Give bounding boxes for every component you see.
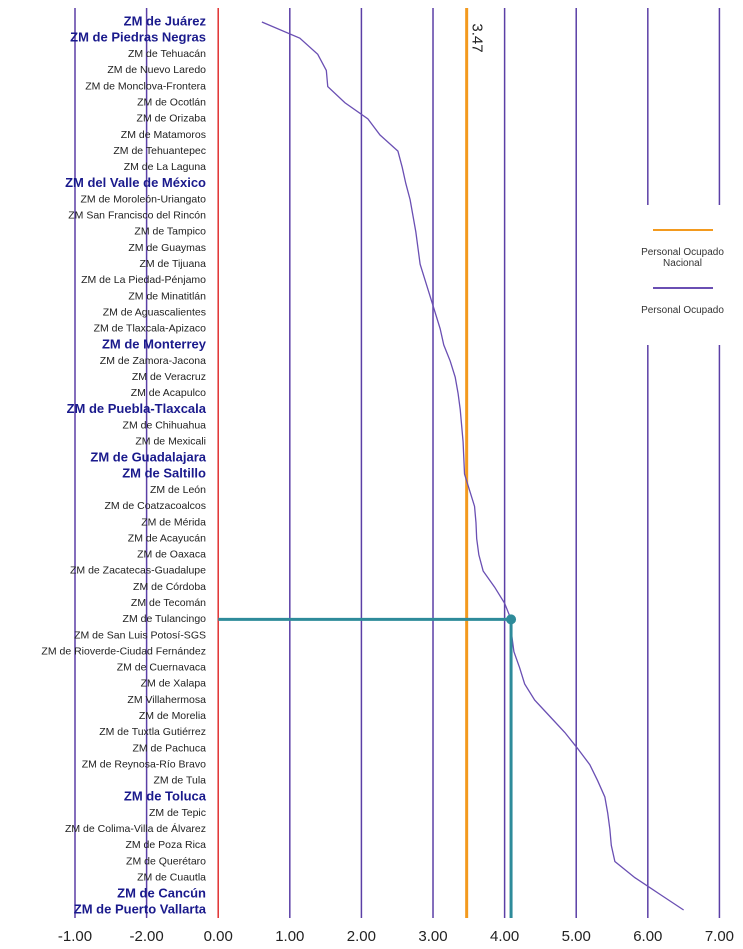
- y-tick-label: ZM de Poza Rica: [125, 839, 206, 851]
- y-tick-label: ZM de La Piedad-Pénjamo: [81, 274, 206, 286]
- y-tick-label: ZM de Zamora-Jacona: [100, 355, 206, 367]
- x-tick-label: 7.00: [705, 928, 734, 945]
- y-tick-label: ZM de Colima-Villa de Álvarez: [65, 822, 206, 835]
- y-tick-label: ZM de Cuernavaca: [117, 662, 206, 674]
- y-tick-label: ZM de Ocotlán: [137, 97, 206, 109]
- y-tick-label: ZM de Xalapa: [141, 678, 207, 690]
- y-tick-label: ZM de Tijuana: [139, 258, 206, 270]
- y-tick-label: ZM de Córdoba: [133, 581, 206, 593]
- y-tick-label: ZM de Moroleón-Uriangato: [81, 193, 207, 205]
- y-tick-label: ZM de Mexicali: [135, 436, 206, 448]
- y-tick-label: ZM de Guaymas: [128, 242, 206, 254]
- x-tick-label: 0.00: [204, 928, 233, 945]
- y-tick-label: ZM de Coatzacoalcos: [104, 500, 206, 512]
- y-tick-label: ZM de La Laguna: [124, 161, 206, 173]
- reference-label: 3.47: [469, 23, 486, 52]
- y-tick-label: ZM de Juárez: [124, 13, 207, 28]
- y-tick-label: ZM de Nuevo Laredo: [107, 64, 206, 76]
- y-tick-label: ZM de Morelia: [139, 710, 206, 722]
- y-tick-label: ZM de Acayucán: [128, 532, 206, 544]
- y-tick-label: ZM de Tehuantepec: [113, 145, 206, 157]
- legend-swatch: [652, 287, 713, 289]
- selected-point: [506, 614, 517, 625]
- y-tick-label: ZM de León: [150, 484, 206, 496]
- y-tick-label: ZM de Pachuca: [132, 742, 206, 754]
- x-tick-label: 3.00: [418, 928, 447, 945]
- y-tick-label: ZM de Rioverde-Ciudad Fernández: [41, 645, 206, 657]
- x-tick-label: 6.00: [633, 928, 662, 945]
- legend-label: Personal Ocupado Nacional: [641, 247, 724, 269]
- y-tick-label: ZM de Orizaba: [137, 113, 207, 125]
- x-tick-label: 5.00: [562, 928, 591, 945]
- y-tick-label: ZM de Puerto Vallarta: [74, 901, 207, 916]
- x-tick-label: -1.00: [58, 928, 92, 945]
- y-tick-label: ZM de Toluca: [124, 788, 207, 803]
- series-line: [261, 21, 684, 911]
- y-tick-label: ZM de Monterrey: [102, 336, 207, 351]
- y-tick-label: ZM de Tehuacán: [128, 48, 206, 60]
- y-tick-label: ZM San Francisco del Rincón: [68, 210, 206, 222]
- y-tick-label: ZM de Veracruz: [132, 371, 206, 383]
- y-tick-label: ZM de Puebla-Tlaxcala: [67, 401, 207, 416]
- y-tick-label: ZM de Minatitlán: [128, 290, 206, 302]
- y-tick-label: ZM de Tuxtla Gutiérrez: [99, 726, 206, 738]
- y-tick-label: ZM de San Luis Potosí-SGS: [74, 629, 206, 641]
- legend-label: Personal Ocupado: [641, 305, 724, 316]
- y-tick-label: ZM de Zacatecas-Guadalupe: [70, 565, 206, 577]
- legend: Personal Ocupado Nacional Personal Ocupa…: [622, 205, 743, 345]
- y-tick-label: ZM de Monclova-Frontera: [85, 80, 206, 92]
- x-tick-label: 4.00: [490, 928, 519, 945]
- y-tick-label: ZM de Mérida: [141, 516, 206, 528]
- y-tick-label: ZM de Reynosa-Río Bravo: [82, 758, 206, 770]
- x-tick-label: 1.00: [275, 928, 304, 945]
- y-tick-label: ZM del Valle de México: [65, 175, 206, 190]
- y-tick-label: ZM de Tampico: [134, 226, 206, 238]
- x-tick-label: 2.00: [347, 928, 376, 945]
- y-tick-label: ZM de Chihuahua: [123, 419, 207, 431]
- x-tick-label: -2.00: [130, 928, 164, 945]
- y-tick-label: ZM de Saltillo: [122, 466, 206, 481]
- y-tick-label: ZM de Aguascalientes: [103, 306, 206, 318]
- y-tick-label: ZM Villahermosa: [127, 694, 206, 706]
- y-tick-label: ZM de Piedras Negras: [70, 30, 206, 45]
- y-tick-label: ZM de Oaxaca: [137, 549, 206, 561]
- y-tick-label: ZM de Tlaxcala-Apizaco: [94, 323, 207, 335]
- y-tick-label: ZM de Matamoros: [121, 129, 206, 141]
- y-tick-label: ZM de Guadalajara: [90, 449, 206, 464]
- y-tick-label: ZM de Cuautla: [137, 871, 206, 883]
- y-tick-label: ZM de Acapulco: [131, 387, 206, 399]
- y-tick-label: ZM de Tulancingo: [123, 613, 207, 625]
- y-tick-label: ZM de Tula: [153, 775, 206, 787]
- y-tick-label: ZM de Querétaro: [126, 855, 206, 867]
- legend-swatch: [652, 229, 713, 231]
- y-tick-label: ZM de Cancún: [117, 885, 206, 900]
- y-tick-label: ZM de Tepic: [149, 807, 206, 819]
- y-tick-label: ZM de Tecomán: [131, 597, 206, 609]
